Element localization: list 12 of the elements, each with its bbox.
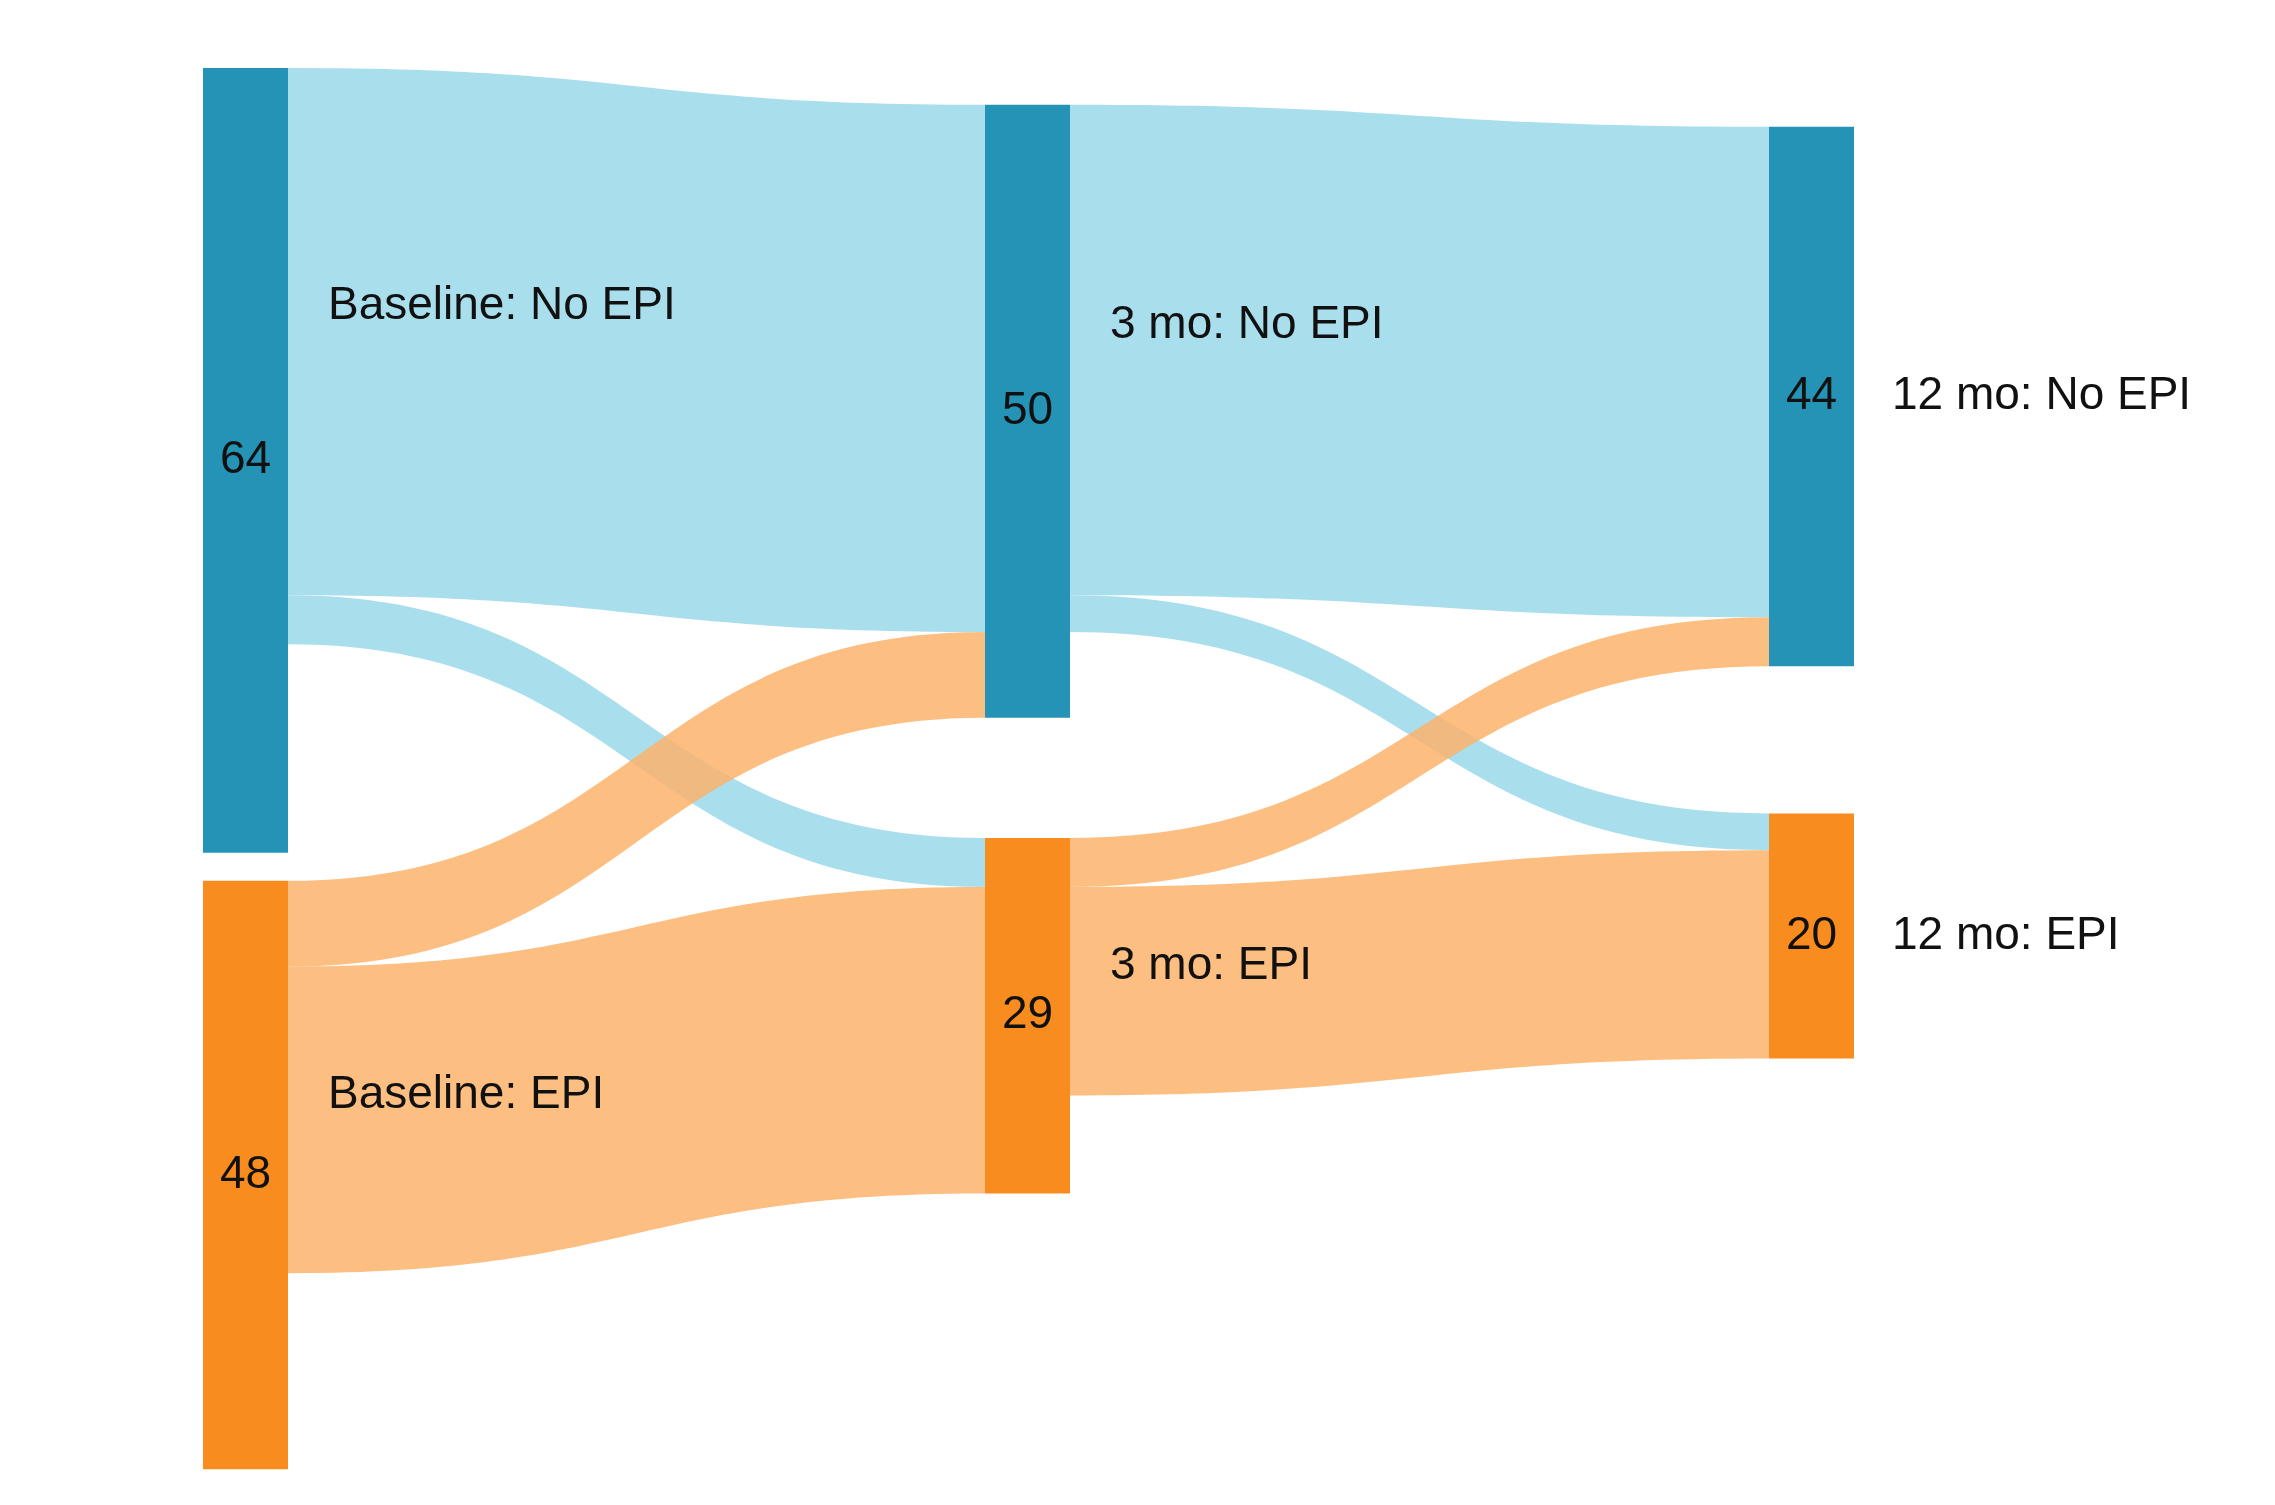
data-label: 50 xyxy=(1001,381,1054,434)
data-label: 20 xyxy=(1785,906,1838,959)
data-label: 29 xyxy=(1001,986,1054,1039)
category-label: 3 mo: EPI xyxy=(1110,936,1312,989)
data-label: 48 xyxy=(219,1145,272,1198)
category-label: Baseline: No EPI xyxy=(328,277,676,330)
category-label: 12 mo: EPI xyxy=(1892,906,2120,959)
data-label: 44 xyxy=(1785,367,1838,420)
category-label: 3 mo: No EPI xyxy=(1110,295,1384,348)
data-label: 64 xyxy=(219,431,272,484)
category-label: 12 mo: No EPI xyxy=(1892,367,2192,420)
category-label: Baseline: EPI xyxy=(328,1065,605,1118)
